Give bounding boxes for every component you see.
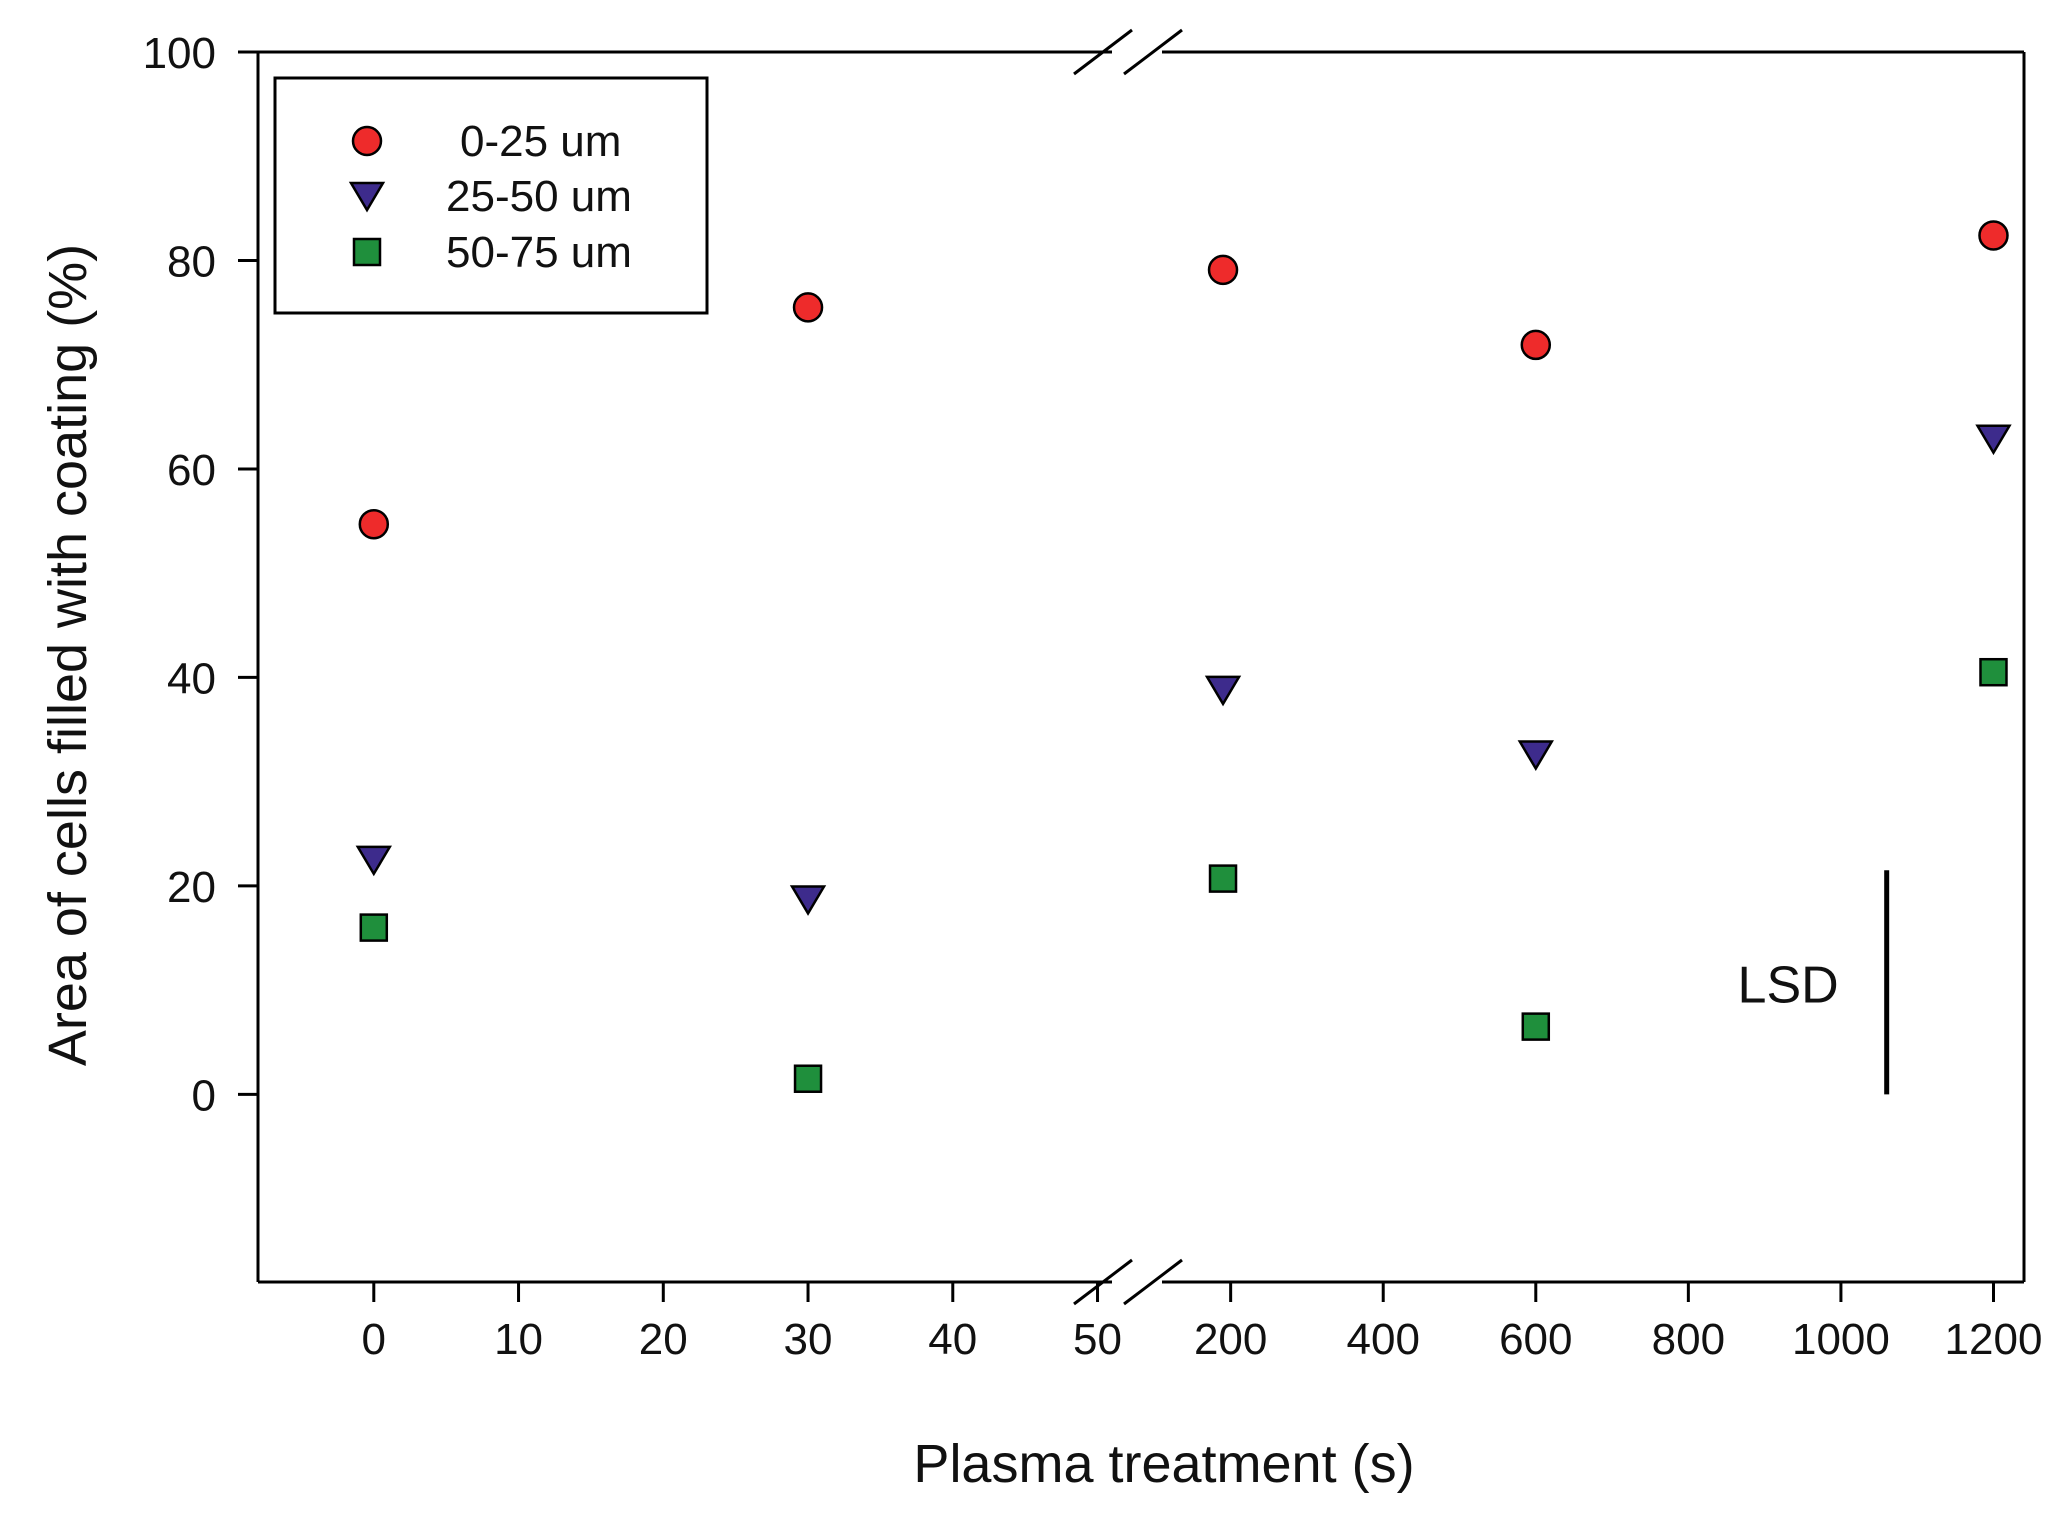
legend-marker-circle xyxy=(351,125,383,157)
x-tick-label: 30 xyxy=(784,1315,833,1364)
data-point-square xyxy=(793,1064,823,1093)
x-tick-label: 1000 xyxy=(1792,1315,1890,1364)
data-point-circle xyxy=(1520,329,1552,361)
y-tick-label: 20 xyxy=(167,863,216,912)
annotations: LSD xyxy=(1738,870,1890,1095)
x-tick-label: 800 xyxy=(1652,1315,1725,1364)
x-tick-label: 10 xyxy=(494,1315,543,1364)
y-tick-label: 0 xyxy=(192,1071,216,1120)
data-point-square xyxy=(359,913,389,942)
data-point-triangle-down xyxy=(789,885,827,916)
x-tick-label: 40 xyxy=(928,1315,977,1364)
x-tick-label: 50 xyxy=(1073,1315,1122,1364)
data-point-triangle-down xyxy=(355,845,392,877)
legend-label-50-75-um: 50-75 um xyxy=(446,228,632,277)
x-tick-label: 20 xyxy=(639,1315,688,1364)
legend-marker-square xyxy=(352,237,382,267)
legend-label-0-25-um: 0-25 um xyxy=(460,117,621,166)
legend-box xyxy=(273,76,709,315)
x-tick-label: 0 xyxy=(362,1315,386,1364)
y-tick-label: 40 xyxy=(167,654,216,703)
axis-break-mark-1 xyxy=(1123,28,1183,76)
data-point-square xyxy=(1979,657,2008,687)
axis-break-mark-3 xyxy=(1123,1258,1183,1306)
data-point-square xyxy=(1208,864,1238,893)
x-tick-label: 600 xyxy=(1499,1315,1572,1364)
data-point-triangle-down xyxy=(1517,740,1554,772)
axis-break-mark-0 xyxy=(1073,28,1133,76)
y-axis-title: Area of cells filled with coating (%) xyxy=(38,244,98,1066)
legend: 0-25 um 25-50 um 50-75 um xyxy=(273,76,709,315)
x-axis-title: Plasma treatment (s) xyxy=(913,1434,1414,1494)
data-point-square xyxy=(1521,1012,1551,1041)
data-point-triangle-down xyxy=(1204,675,1242,707)
x-tick-label: 200 xyxy=(1194,1315,1267,1364)
data-point-circle xyxy=(358,508,390,540)
axis-break-mark-2 xyxy=(1073,1258,1133,1306)
lsd-label: LSD xyxy=(1738,956,1839,1014)
data-point-circle xyxy=(1207,254,1239,286)
y-tick-label: 100 xyxy=(143,29,216,78)
data-markers xyxy=(355,220,2012,1093)
legend-marker-triangle-down xyxy=(348,181,386,213)
data-point-circle xyxy=(792,292,824,323)
legend-markers xyxy=(348,125,386,267)
y-tick-label: 60 xyxy=(167,446,216,495)
plot-frame xyxy=(256,28,2026,1306)
x-tick-label: 1200 xyxy=(1945,1315,2043,1364)
x-tick-label: 400 xyxy=(1347,1315,1420,1364)
y-tick-label: 80 xyxy=(167,237,216,286)
data-point-triangle-down xyxy=(1975,424,2012,456)
data-point-circle xyxy=(1978,220,2009,251)
legend-label-25-50-um: 25-50 um xyxy=(446,172,632,221)
